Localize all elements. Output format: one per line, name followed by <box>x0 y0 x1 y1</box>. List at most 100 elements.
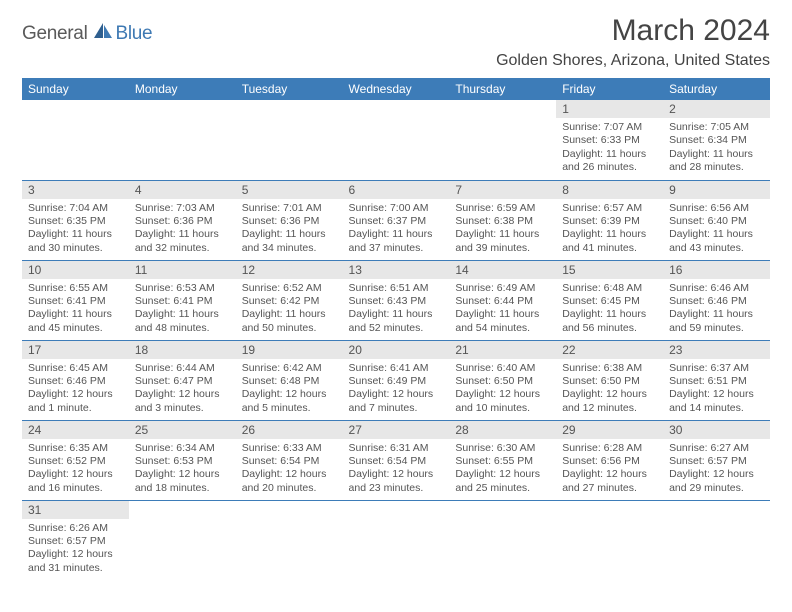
sunset-text: Sunset: 6:50 PM <box>455 375 550 388</box>
sunset-text: Sunset: 6:57 PM <box>669 455 764 468</box>
daylight-text: Daylight: 12 hours and 31 minutes. <box>28 548 123 575</box>
calendar-week-row: 1Sunrise: 7:07 AMSunset: 6:33 PMDaylight… <box>22 100 770 180</box>
day-info: Sunrise: 7:04 AMSunset: 6:35 PMDaylight:… <box>22 199 129 260</box>
daylight-text: Daylight: 11 hours and 52 minutes. <box>349 308 444 335</box>
sunrise-text: Sunrise: 6:53 AM <box>135 282 230 295</box>
day-info: Sunrise: 6:33 AMSunset: 6:54 PMDaylight:… <box>236 439 343 500</box>
sunset-text: Sunset: 6:42 PM <box>242 295 337 308</box>
sunrise-text: Sunrise: 7:07 AM <box>562 121 657 134</box>
sunset-text: Sunset: 6:39 PM <box>562 215 657 228</box>
sunset-text: Sunset: 6:44 PM <box>455 295 550 308</box>
calendar-day-cell <box>663 500 770 580</box>
calendar-day-cell: 2Sunrise: 7:05 AMSunset: 6:34 PMDaylight… <box>663 100 770 180</box>
sunrise-text: Sunrise: 7:01 AM <box>242 202 337 215</box>
day-info: Sunrise: 6:59 AMSunset: 6:38 PMDaylight:… <box>449 199 556 260</box>
calendar-week-row: 24Sunrise: 6:35 AMSunset: 6:52 PMDayligh… <box>22 420 770 500</box>
calendar-day-cell: 11Sunrise: 6:53 AMSunset: 6:41 PMDayligh… <box>129 260 236 340</box>
sunrise-text: Sunrise: 6:55 AM <box>28 282 123 295</box>
day-number: 20 <box>343 341 450 359</box>
title-block: March 2024 Golden Shores, Arizona, Unite… <box>496 14 770 72</box>
calendar-day-cell: 22Sunrise: 6:38 AMSunset: 6:50 PMDayligh… <box>556 340 663 420</box>
day-number: 31 <box>22 501 129 519</box>
calendar-day-cell: 12Sunrise: 6:52 AMSunset: 6:42 PMDayligh… <box>236 260 343 340</box>
daylight-text: Daylight: 12 hours and 23 minutes. <box>349 468 444 495</box>
calendar-week-row: 31Sunrise: 6:26 AMSunset: 6:57 PMDayligh… <box>22 500 770 580</box>
calendar-day-cell: 10Sunrise: 6:55 AMSunset: 6:41 PMDayligh… <box>22 260 129 340</box>
sunrise-text: Sunrise: 6:38 AM <box>562 362 657 375</box>
day-info: Sunrise: 6:27 AMSunset: 6:57 PMDaylight:… <box>663 439 770 500</box>
sunset-text: Sunset: 6:36 PM <box>242 215 337 228</box>
calendar-day-cell: 3Sunrise: 7:04 AMSunset: 6:35 PMDaylight… <box>22 180 129 260</box>
calendar-day-cell: 23Sunrise: 6:37 AMSunset: 6:51 PMDayligh… <box>663 340 770 420</box>
sunset-text: Sunset: 6:34 PM <box>669 134 764 147</box>
day-number: 25 <box>129 421 236 439</box>
sunset-text: Sunset: 6:45 PM <box>562 295 657 308</box>
sunset-text: Sunset: 6:52 PM <box>28 455 123 468</box>
calendar-day-cell: 16Sunrise: 6:46 AMSunset: 6:46 PMDayligh… <box>663 260 770 340</box>
day-info: Sunrise: 6:34 AMSunset: 6:53 PMDaylight:… <box>129 439 236 500</box>
sunset-text: Sunset: 6:37 PM <box>349 215 444 228</box>
weekday-header-row: Sunday Monday Tuesday Wednesday Thursday… <box>22 78 770 100</box>
day-info: Sunrise: 6:53 AMSunset: 6:41 PMDaylight:… <box>129 279 236 340</box>
calendar-day-cell: 7Sunrise: 6:59 AMSunset: 6:38 PMDaylight… <box>449 180 556 260</box>
calendar-day-cell: 25Sunrise: 6:34 AMSunset: 6:53 PMDayligh… <box>129 420 236 500</box>
daylight-text: Daylight: 12 hours and 14 minutes. <box>669 388 764 415</box>
day-info: Sunrise: 6:42 AMSunset: 6:48 PMDaylight:… <box>236 359 343 420</box>
calendar-week-row: 3Sunrise: 7:04 AMSunset: 6:35 PMDaylight… <box>22 180 770 260</box>
sunrise-text: Sunrise: 6:28 AM <box>562 442 657 455</box>
sunset-text: Sunset: 6:49 PM <box>349 375 444 388</box>
sunrise-text: Sunrise: 7:00 AM <box>349 202 444 215</box>
day-number: 19 <box>236 341 343 359</box>
day-info: Sunrise: 7:07 AMSunset: 6:33 PMDaylight:… <box>556 118 663 179</box>
sunrise-text: Sunrise: 7:04 AM <box>28 202 123 215</box>
sunset-text: Sunset: 6:53 PM <box>135 455 230 468</box>
day-info: Sunrise: 7:05 AMSunset: 6:34 PMDaylight:… <box>663 118 770 179</box>
calendar-day-cell: 8Sunrise: 6:57 AMSunset: 6:39 PMDaylight… <box>556 180 663 260</box>
calendar-week-row: 17Sunrise: 6:45 AMSunset: 6:46 PMDayligh… <box>22 340 770 420</box>
day-number: 24 <box>22 421 129 439</box>
sunset-text: Sunset: 6:40 PM <box>669 215 764 228</box>
day-number: 30 <box>663 421 770 439</box>
day-info: Sunrise: 7:00 AMSunset: 6:37 PMDaylight:… <box>343 199 450 260</box>
sunrise-text: Sunrise: 6:56 AM <box>669 202 764 215</box>
day-info: Sunrise: 6:41 AMSunset: 6:49 PMDaylight:… <box>343 359 450 420</box>
day-number: 28 <box>449 421 556 439</box>
calendar-day-cell: 15Sunrise: 6:48 AMSunset: 6:45 PMDayligh… <box>556 260 663 340</box>
daylight-text: Daylight: 11 hours and 28 minutes. <box>669 148 764 175</box>
daylight-text: Daylight: 12 hours and 5 minutes. <box>242 388 337 415</box>
daylight-text: Daylight: 11 hours and 32 minutes. <box>135 228 230 255</box>
day-number: 23 <box>663 341 770 359</box>
sunrise-text: Sunrise: 6:46 AM <box>669 282 764 295</box>
day-number: 15 <box>556 261 663 279</box>
day-info: Sunrise: 6:35 AMSunset: 6:52 PMDaylight:… <box>22 439 129 500</box>
header: General Blue March 2024 Golden Shores, A… <box>22 14 770 72</box>
weekday-header: Tuesday <box>236 78 343 100</box>
sunrise-text: Sunrise: 6:49 AM <box>455 282 550 295</box>
day-info: Sunrise: 6:38 AMSunset: 6:50 PMDaylight:… <box>556 359 663 420</box>
calendar-day-cell <box>22 100 129 180</box>
sail-icon <box>92 22 114 45</box>
calendar-day-cell: 1Sunrise: 7:07 AMSunset: 6:33 PMDaylight… <box>556 100 663 180</box>
day-info: Sunrise: 6:30 AMSunset: 6:55 PMDaylight:… <box>449 439 556 500</box>
day-info: Sunrise: 6:49 AMSunset: 6:44 PMDaylight:… <box>449 279 556 340</box>
day-number: 9 <box>663 181 770 199</box>
sunrise-text: Sunrise: 6:51 AM <box>349 282 444 295</box>
calendar-day-cell <box>236 500 343 580</box>
day-info: Sunrise: 6:57 AMSunset: 6:39 PMDaylight:… <box>556 199 663 260</box>
day-info: Sunrise: 6:44 AMSunset: 6:47 PMDaylight:… <box>129 359 236 420</box>
day-number: 5 <box>236 181 343 199</box>
daylight-text: Daylight: 12 hours and 16 minutes. <box>28 468 123 495</box>
daylight-text: Daylight: 11 hours and 34 minutes. <box>242 228 337 255</box>
daylight-text: Daylight: 11 hours and 54 minutes. <box>455 308 550 335</box>
daylight-text: Daylight: 12 hours and 27 minutes. <box>562 468 657 495</box>
calendar-day-cell: 19Sunrise: 6:42 AMSunset: 6:48 PMDayligh… <box>236 340 343 420</box>
calendar-day-cell <box>129 500 236 580</box>
page-title: March 2024 <box>496 14 770 48</box>
sunset-text: Sunset: 6:48 PM <box>242 375 337 388</box>
calendar-day-cell: 28Sunrise: 6:30 AMSunset: 6:55 PMDayligh… <box>449 420 556 500</box>
day-info: Sunrise: 6:55 AMSunset: 6:41 PMDaylight:… <box>22 279 129 340</box>
day-number: 4 <box>129 181 236 199</box>
daylight-text: Daylight: 11 hours and 59 minutes. <box>669 308 764 335</box>
sunrise-text: Sunrise: 6:48 AM <box>562 282 657 295</box>
daylight-text: Daylight: 11 hours and 37 minutes. <box>349 228 444 255</box>
